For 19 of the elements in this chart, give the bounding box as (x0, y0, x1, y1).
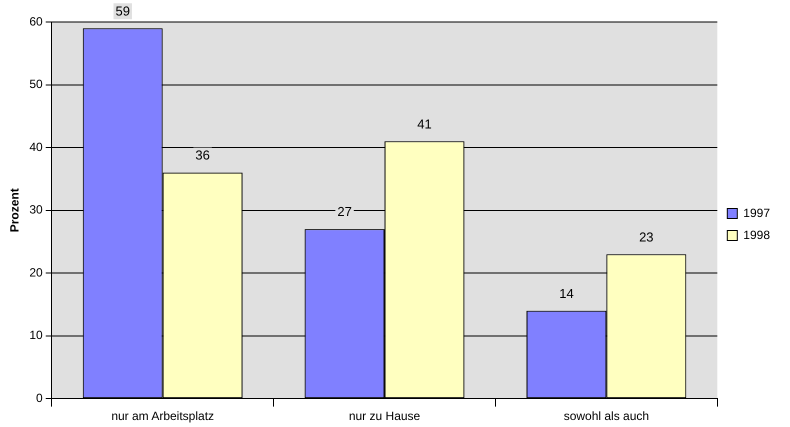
data-label: 59 (116, 3, 130, 18)
y-tick-label: 10 (29, 328, 44, 342)
y-tick-label: 30 (29, 202, 44, 217)
x-tick-label: sowohl als auch (564, 409, 650, 424)
y-tick-label: 20 (29, 265, 44, 280)
data-label: 36 (195, 148, 210, 163)
x-tick-label: nur am Arbeitsplatz (111, 409, 214, 424)
legend-label: 1998 (743, 228, 770, 242)
data-label: 14 (559, 286, 574, 301)
y-tick-label: 40 (29, 140, 44, 154)
y-axis-title: Prozent (8, 188, 22, 232)
data-label: 41 (417, 116, 432, 132)
y-tick-label: 50 (29, 77, 44, 92)
y-tick-label: 60 (29, 14, 44, 28)
x-tick-label: nur zu Hause (348, 409, 421, 424)
legend-label: 1997 (743, 206, 770, 220)
y-tick-label: 0 (36, 390, 44, 405)
data-label: 23 (639, 229, 654, 244)
data-label: 27 (337, 204, 352, 220)
